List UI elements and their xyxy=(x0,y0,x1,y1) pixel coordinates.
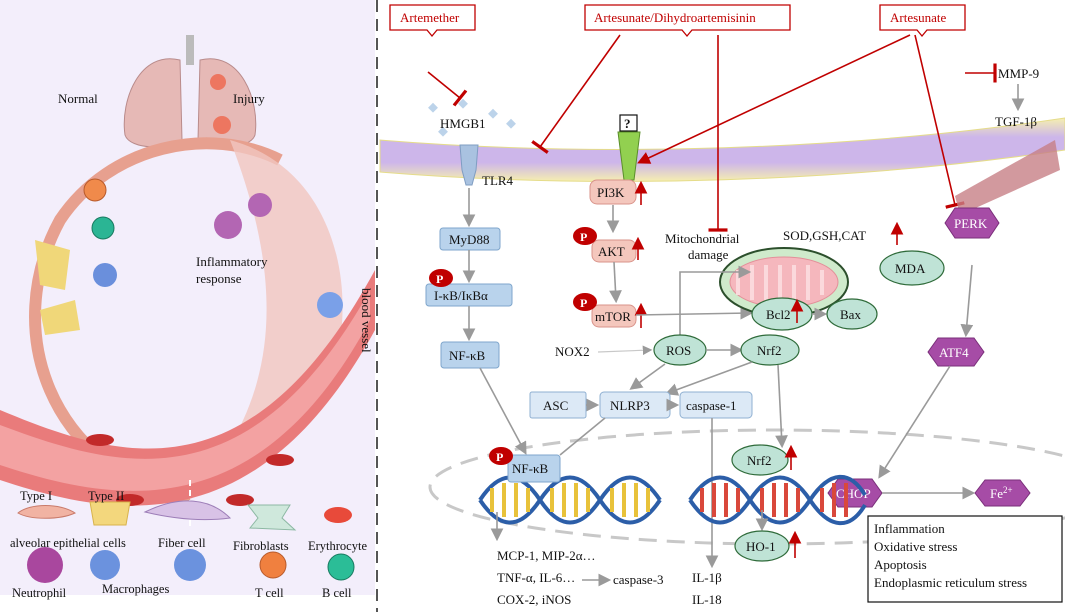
nrf2-node xyxy=(740,334,800,366)
summary-inflammation: Inflammation xyxy=(874,521,945,536)
inflammatory-label-2: response xyxy=(196,271,242,286)
dna-right xyxy=(688,474,867,526)
ikb-label: I-κB/IκBα xyxy=(434,288,488,303)
cell-legend: Type I Type II alveolar epithelial cells… xyxy=(10,489,367,600)
fe-superscript: 2+ xyxy=(1003,485,1013,495)
drug-artesunate-label: Artesunate xyxy=(890,10,947,25)
legend-macrophages: Macrophages xyxy=(102,582,169,596)
phospho-badge xyxy=(573,227,597,245)
perk-node xyxy=(944,207,1000,239)
drug-artesunate-dha-label: Artesunate/Dihydroartemisinin xyxy=(594,10,756,25)
mito-damage-label-1: Mitochondrial xyxy=(665,231,740,246)
nrf2-nuclear-label: Nrf2 xyxy=(747,453,772,468)
fe-node xyxy=(974,479,1031,507)
dna-left xyxy=(478,475,662,525)
nrf2-nuclear-node xyxy=(731,444,789,476)
nfkb-nuclear-node xyxy=(507,454,561,483)
caspase1-node xyxy=(679,391,753,419)
legend-bcell: B cell xyxy=(322,586,352,600)
mda-node xyxy=(879,250,945,286)
output-caspase3: caspase-3 xyxy=(613,572,664,587)
bax-label: Bax xyxy=(840,307,861,322)
mmp9-label: MMP-9 xyxy=(998,66,1039,81)
cell-membrane xyxy=(379,117,1065,182)
bax-node xyxy=(826,298,878,330)
legend-alveolar: alveolar epithelial cells xyxy=(10,536,126,550)
unknown-receptor xyxy=(617,131,641,181)
unknown-receptor-label: ? xyxy=(624,116,631,131)
hmgb1-label: HMGB1 xyxy=(440,116,486,131)
pi3k-label: PI3K xyxy=(597,185,625,200)
nox2-label: NOX2 xyxy=(555,344,590,359)
drug-artemether: Artemether xyxy=(389,4,476,38)
ros-label: ROS xyxy=(666,343,691,358)
blood-vessel-label: blood vessel xyxy=(359,288,374,353)
output-cox2: COX-2, iNOS xyxy=(497,592,571,607)
tlr4-receptor xyxy=(459,144,479,186)
nrf2-label: Nrf2 xyxy=(757,343,782,358)
legend-fiber: Fiber cell xyxy=(158,536,206,550)
fe-text: Fe xyxy=(990,486,1003,501)
summary-box: Inflammation Oxidative stress Apoptosis … xyxy=(867,515,1063,603)
nfkb-nuclear-label: NF-κB xyxy=(512,461,548,476)
perk-label: PERK xyxy=(954,216,988,231)
legend-type2: Type II xyxy=(88,489,124,503)
nucleus-boundary xyxy=(428,428,1065,546)
drug-artesunate-dha: Artesunate/Dihydroartemisinin xyxy=(584,4,791,38)
asc-label: ASC xyxy=(543,398,568,413)
phospho-badge xyxy=(489,447,513,465)
output-il18: IL-18 xyxy=(692,592,722,607)
atf4-label: ATF4 xyxy=(939,345,969,360)
legend-tcell: T cell xyxy=(255,586,284,600)
summary-apoptosis: Apoptosis xyxy=(874,557,927,572)
blood-vessel xyxy=(0,270,375,506)
phospho-label: P xyxy=(580,296,587,310)
output-tnf: TNF-α, IL-6… xyxy=(497,570,575,585)
nlrp3-label: NLRP3 xyxy=(610,398,650,413)
tlr4-label: TLR4 xyxy=(482,173,514,188)
legend-neutrophil: Neutrophil xyxy=(12,586,67,600)
drug-artemether-label: Artemether xyxy=(400,10,460,25)
injured-wall xyxy=(190,140,343,500)
summary-oxidative-stress: Oxidative stress xyxy=(874,539,957,554)
drug-artesunate: Artesunate xyxy=(879,4,966,38)
tgf-label: TGF-1β xyxy=(995,114,1037,129)
mda-label: MDA xyxy=(895,261,926,276)
sod-label: SOD,GSH,CAT xyxy=(783,228,866,243)
bcl2-label: Bcl2 xyxy=(766,307,791,322)
nfkb-node xyxy=(440,341,500,369)
output-mcp1: MCP-1, MIP-2α… xyxy=(497,548,596,563)
mtor-label: mTOR xyxy=(595,309,631,324)
caspase1-label: caspase-1 xyxy=(686,398,737,413)
fe-label: Fe2+ xyxy=(990,485,1013,501)
inflammatory-label-1: Inflammatory xyxy=(196,254,268,269)
right-panel: Artemether Artesunate/Dihydroartemisinin… xyxy=(379,4,1065,607)
phospho-label: P xyxy=(580,230,587,244)
mtor-node xyxy=(591,304,637,328)
lungs-illustration xyxy=(123,35,257,148)
endoplasmic-reticulum xyxy=(955,140,1060,215)
legend-fibroblasts: Fibroblasts xyxy=(233,539,289,553)
legend-erythrocyte: Erythrocyte xyxy=(308,539,367,553)
nfkb-label: NF-κB xyxy=(449,348,485,363)
phospho-badge xyxy=(429,269,453,287)
phospho-label: P xyxy=(436,272,443,286)
phospho-label: P xyxy=(496,450,503,464)
ho1-node xyxy=(734,530,790,562)
normal-label: Normal xyxy=(58,91,98,106)
myd88-node xyxy=(439,227,501,251)
ho1-label: HO-1 xyxy=(746,539,776,554)
myd88-label: MyD88 xyxy=(449,232,489,247)
output-il1b: IL-1β xyxy=(692,570,722,585)
mito-damage-label-2: damage xyxy=(688,247,729,262)
summary-er-stress: Endoplasmic reticulum stress xyxy=(874,575,1027,590)
phospho-badge xyxy=(573,293,597,311)
akt-label: AKT xyxy=(598,244,625,259)
legend-type1: Type I xyxy=(20,489,52,503)
injury-label: Injury xyxy=(233,91,265,106)
left-panel: Normal Injury Inflammatory response bloo… xyxy=(0,0,375,612)
atf4-node xyxy=(927,337,985,367)
